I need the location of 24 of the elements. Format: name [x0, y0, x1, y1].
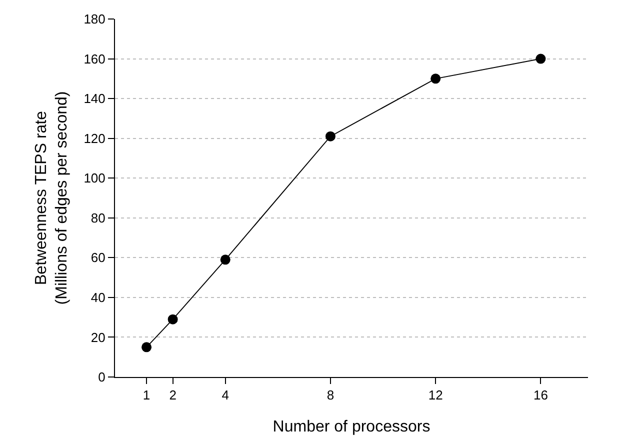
- x-tick-label: 4: [222, 388, 229, 403]
- y-tick-label: 0: [98, 370, 106, 385]
- point: [220, 254, 230, 265]
- x-tick-label: 16: [533, 388, 548, 403]
- y-tick-label: 160: [84, 51, 106, 66]
- point: [430, 74, 441, 84]
- x-tick-label: 8: [326, 388, 334, 403]
- y-tick-label: 80: [90, 210, 106, 226]
- x-axis-title: Number of processors: [272, 418, 430, 436]
- point: [536, 54, 546, 64]
- point: [325, 131, 336, 142]
- y-tick-label: 100: [84, 170, 106, 186]
- y-tick-label: 140: [84, 91, 106, 106]
- y-tick-label: 120: [84, 130, 106, 146]
- y-tick-label: 60: [90, 250, 106, 266]
- y-tick-label: 180: [84, 12, 106, 27]
- y-tick-label: 40: [90, 290, 106, 305]
- y-tick-label: 20: [90, 330, 106, 345]
- point: [142, 342, 152, 352]
- y-axis-title: Betweenness TEPS rate (Millions of edges per second): [32, 91, 71, 305]
- x-tick-label: 1: [142, 388, 150, 403]
- point: [168, 314, 178, 324]
- x-tick-label: 2: [169, 388, 176, 403]
- x-tick-label: 12: [428, 388, 443, 403]
